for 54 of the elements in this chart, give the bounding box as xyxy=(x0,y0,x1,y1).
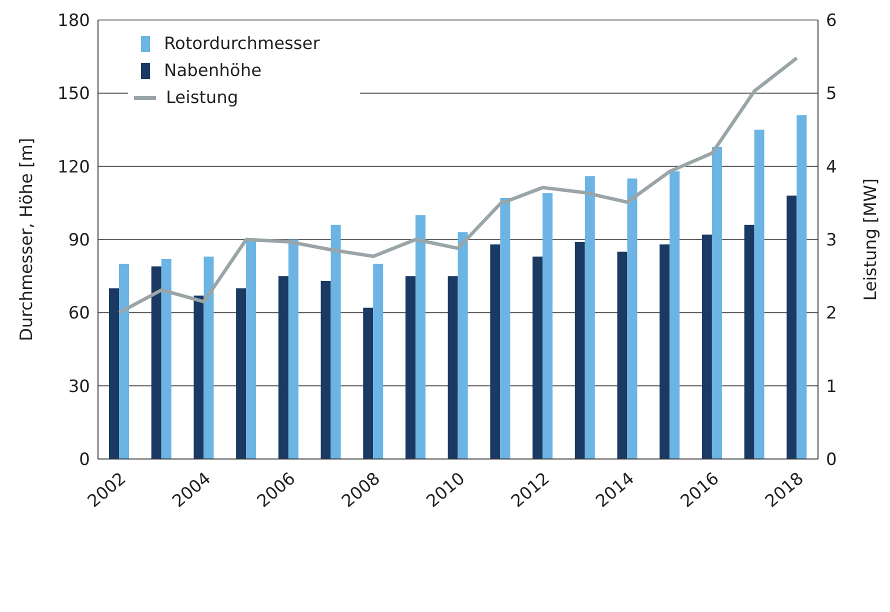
bar xyxy=(617,252,628,459)
y2-tick-label: 1 xyxy=(826,376,837,397)
bar xyxy=(236,288,246,459)
bar xyxy=(532,256,543,459)
bar xyxy=(500,198,510,459)
bar xyxy=(320,280,331,459)
bar xyxy=(161,259,172,459)
bar xyxy=(246,240,256,459)
bar xyxy=(490,244,500,459)
bar xyxy=(448,276,458,459)
bar xyxy=(288,240,298,459)
bar xyxy=(415,215,426,459)
y2-tick-label: 3 xyxy=(826,230,837,251)
bar xyxy=(109,288,120,459)
bar xyxy=(363,308,374,459)
y-tick-label: 30 xyxy=(68,376,90,397)
y-tick-label: 120 xyxy=(58,157,90,178)
y2-tick-label: 2 xyxy=(826,304,837,324)
bar xyxy=(542,193,553,459)
y-tick-label: 60 xyxy=(68,304,90,324)
bar xyxy=(670,171,680,459)
y-tick-label: 150 xyxy=(58,84,90,104)
legend-label: Leistung xyxy=(166,88,238,108)
y-tick-label: 0 xyxy=(79,450,90,470)
bar xyxy=(405,276,416,459)
bar xyxy=(627,178,638,459)
bar xyxy=(754,130,764,459)
legend-label: Nabenhöhe xyxy=(164,60,262,80)
bar xyxy=(796,115,807,459)
y-tick-label: 180 xyxy=(58,11,90,32)
bar xyxy=(574,242,585,459)
bar xyxy=(660,244,670,459)
bar xyxy=(702,234,712,459)
y2-tick-label: 4 xyxy=(826,157,837,178)
bar xyxy=(744,224,754,459)
bar xyxy=(712,146,722,459)
bar xyxy=(373,264,384,459)
y-tick-label: 90 xyxy=(68,230,90,251)
y-axis-title: Durchmesser, Höhe [m] xyxy=(17,138,38,342)
y2-tick-label: 6 xyxy=(826,11,837,32)
bar xyxy=(786,196,797,459)
legend-label: Rotordurchmesser xyxy=(164,34,320,54)
bar xyxy=(204,256,214,459)
y2-tick-label: 5 xyxy=(826,84,837,104)
bar xyxy=(278,276,288,459)
bar xyxy=(151,266,162,459)
y2-tick-label: 0 xyxy=(826,450,837,470)
line-series xyxy=(117,56,799,314)
bar xyxy=(584,176,595,459)
bar xyxy=(194,296,204,459)
bar xyxy=(458,232,468,459)
bar xyxy=(119,264,130,459)
bar xyxy=(330,224,341,459)
y2-axis-title: Leistung [MW] xyxy=(861,178,882,301)
